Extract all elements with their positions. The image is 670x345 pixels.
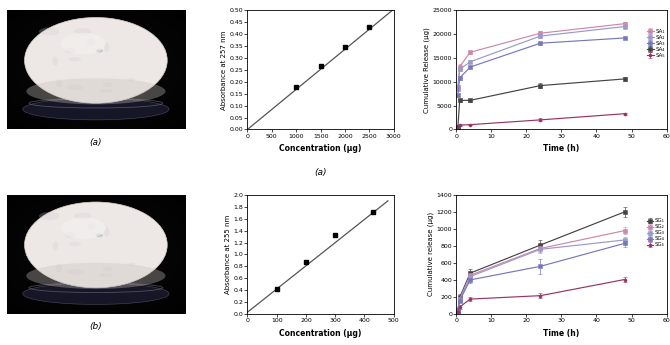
Ellipse shape xyxy=(103,82,113,87)
Ellipse shape xyxy=(96,234,103,237)
X-axis label: Time (h): Time (h) xyxy=(543,144,580,153)
Ellipse shape xyxy=(67,85,83,90)
Ellipse shape xyxy=(61,217,106,239)
Ellipse shape xyxy=(25,18,168,103)
Ellipse shape xyxy=(39,28,60,36)
Ellipse shape xyxy=(127,78,135,82)
Ellipse shape xyxy=(74,28,91,35)
Y-axis label: Absorbance at 257 nm: Absorbance at 257 nm xyxy=(221,30,227,110)
Ellipse shape xyxy=(69,241,81,246)
Ellipse shape xyxy=(26,263,165,289)
Text: (a): (a) xyxy=(90,138,102,147)
Ellipse shape xyxy=(69,57,81,61)
Ellipse shape xyxy=(25,202,168,288)
Ellipse shape xyxy=(104,227,109,237)
X-axis label: Time (h): Time (h) xyxy=(543,329,580,338)
Legend: SA₁, SA₂, SA₃, SA₄, SA₅: SA₁, SA₂, SA₃, SA₄, SA₅ xyxy=(646,28,666,59)
X-axis label: Concentration (μg): Concentration (μg) xyxy=(279,144,362,153)
Ellipse shape xyxy=(26,78,165,105)
Ellipse shape xyxy=(98,89,113,92)
X-axis label: Concentration (μg): Concentration (μg) xyxy=(279,329,362,338)
Ellipse shape xyxy=(98,273,113,277)
Legend: SG₁, SG₂, SG₃, SG₄, SG₅: SG₁, SG₂, SG₃, SG₄, SG₅ xyxy=(645,217,666,249)
Ellipse shape xyxy=(65,232,75,238)
Ellipse shape xyxy=(74,213,91,219)
Ellipse shape xyxy=(87,224,95,230)
Ellipse shape xyxy=(104,43,109,52)
Text: (b): (b) xyxy=(90,322,103,331)
Y-axis label: Absorbance at 255 nm: Absorbance at 255 nm xyxy=(224,215,230,294)
Y-axis label: Cumulative Release (μg): Cumulative Release (μg) xyxy=(423,27,429,113)
Ellipse shape xyxy=(56,264,62,272)
Ellipse shape xyxy=(56,79,62,88)
Ellipse shape xyxy=(39,212,60,220)
Ellipse shape xyxy=(61,33,106,55)
Ellipse shape xyxy=(103,267,113,272)
Text: (a): (a) xyxy=(314,168,327,177)
Ellipse shape xyxy=(52,57,58,66)
Ellipse shape xyxy=(65,47,75,53)
Ellipse shape xyxy=(67,269,83,275)
Ellipse shape xyxy=(96,49,103,53)
Y-axis label: Cumulative release (μg): Cumulative release (μg) xyxy=(427,213,433,296)
Ellipse shape xyxy=(23,98,169,120)
Ellipse shape xyxy=(23,283,169,304)
Ellipse shape xyxy=(127,263,135,266)
Ellipse shape xyxy=(52,241,58,250)
Ellipse shape xyxy=(87,39,95,45)
